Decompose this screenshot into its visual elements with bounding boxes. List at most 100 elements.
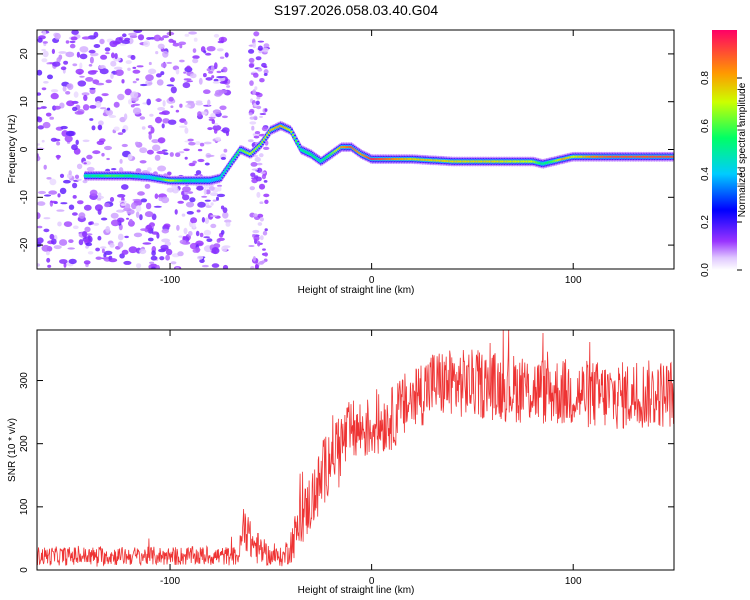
noise-blob <box>43 164 47 170</box>
noise-blob <box>262 230 268 236</box>
noise-blob <box>86 154 93 160</box>
noise-blob <box>259 113 267 115</box>
noise-blob <box>150 255 158 261</box>
noise-blob <box>43 194 52 197</box>
noise-blob <box>49 200 58 203</box>
noise-blob <box>201 264 209 268</box>
noise-blob <box>46 177 52 180</box>
noise-blob <box>89 87 96 90</box>
noise-blob <box>37 125 44 130</box>
noise-blob <box>151 139 160 144</box>
noise-blob <box>40 106 47 109</box>
noise-blob <box>79 46 89 53</box>
noise-blob <box>186 80 194 83</box>
x-tick-label: -100 <box>160 275 180 286</box>
noise-blob <box>256 105 262 110</box>
noise-blob <box>203 73 207 78</box>
colorbar: 0.0 0.2 0.4 0.6 0.8 Normalized spectral ampl… <box>700 30 748 277</box>
noise-blob <box>132 103 141 107</box>
noise-blob <box>69 43 76 49</box>
noise-blob <box>46 251 50 256</box>
noise-blob <box>130 55 136 60</box>
noise-blob <box>183 71 187 74</box>
noise-blob <box>157 165 167 172</box>
noise-blob <box>217 184 222 187</box>
noise-blob <box>70 36 78 41</box>
noise-blob <box>71 30 79 35</box>
noise-blob <box>212 109 221 114</box>
noise-blob <box>213 128 218 134</box>
noise-blob <box>110 212 119 219</box>
spectrogram-y-label: Frequency (Hz) <box>7 115 18 184</box>
noise-blob <box>248 245 255 247</box>
noise-blob <box>78 212 86 219</box>
noise-blob <box>162 35 170 39</box>
noise-blob <box>255 56 262 61</box>
noise-blob <box>49 116 54 120</box>
noise-blob <box>119 253 125 259</box>
noise-blob <box>97 192 102 198</box>
noise-blob <box>128 246 138 254</box>
noise-blob <box>72 225 79 230</box>
noise-blob <box>151 231 159 235</box>
noise-blob <box>63 221 73 228</box>
noise-blob <box>155 264 160 269</box>
noise-blob <box>66 83 72 89</box>
noise-blob <box>183 78 192 81</box>
noise-blob <box>37 201 46 206</box>
noise-blob <box>199 259 205 263</box>
noise-blob <box>101 152 105 157</box>
noise-blob <box>113 66 123 70</box>
noise-blob <box>214 62 218 70</box>
noise-blob <box>175 266 180 269</box>
noise-blob <box>127 153 133 160</box>
noise-blob <box>37 237 44 244</box>
noise-blob <box>127 67 131 72</box>
noise-blob <box>113 101 120 108</box>
noise-blob <box>59 173 65 178</box>
noise-blob <box>148 133 152 140</box>
noise-blob <box>256 191 261 198</box>
noise-blob <box>130 91 139 99</box>
noise-blob <box>128 218 133 224</box>
noise-blob <box>263 69 269 75</box>
noise-blob <box>66 100 75 107</box>
noise-blob <box>132 107 142 115</box>
noise-blob <box>42 41 48 44</box>
noise-blob <box>162 100 166 107</box>
colorbar-ticks: 0.0 0.2 0.4 0.6 0.8 <box>700 71 742 277</box>
y-tick-label: -20 <box>19 237 30 252</box>
noise-blob <box>97 197 102 201</box>
noise-blob <box>221 245 228 252</box>
noise-blob <box>211 263 220 268</box>
noise-blob <box>148 61 152 66</box>
noise-blob <box>45 112 52 117</box>
x-tick-label: 100 <box>565 275 582 286</box>
noise-blob <box>199 142 205 147</box>
noise-blob <box>150 126 155 134</box>
noise-blob <box>81 92 90 96</box>
noise-blob <box>56 154 60 160</box>
spectrogram-x-label: Height of straight line (km) <box>298 285 415 296</box>
colorbar-tick-label: 0.8 <box>700 71 711 85</box>
colorbar-tick-label: 0.2 <box>700 215 711 229</box>
noise-blob <box>168 119 177 125</box>
noise-blob <box>251 177 257 180</box>
noise-blob <box>65 130 75 137</box>
noise-blob <box>37 225 43 229</box>
noise-blob <box>119 43 127 46</box>
noise-blob <box>206 154 215 157</box>
noise-blob <box>197 148 203 152</box>
noise-blob <box>110 168 117 171</box>
noise-blob <box>106 109 113 116</box>
noise-blob <box>186 211 194 215</box>
noise-blob <box>248 57 255 63</box>
noise-blob <box>253 115 258 121</box>
noise-blob <box>216 70 222 74</box>
noise-blob <box>157 43 165 50</box>
noise-blob <box>201 195 208 198</box>
noise-blob <box>117 194 126 198</box>
figure-title: S197.2026.058.03.40.G04 <box>274 2 438 18</box>
noise-blob <box>41 58 48 63</box>
